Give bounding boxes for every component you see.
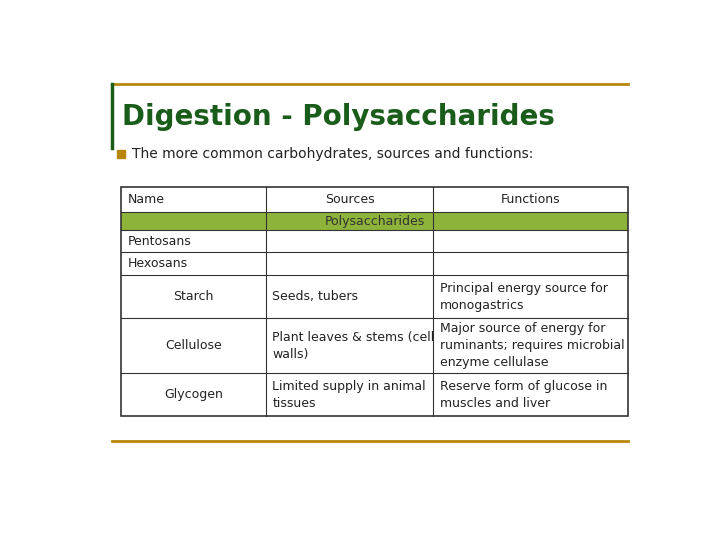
- Text: Major source of energy for
ruminants; requires microbial
enzyme cellulase: Major source of energy for ruminants; re…: [440, 322, 624, 369]
- Text: Name: Name: [127, 193, 164, 206]
- Bar: [121, 275, 629, 319]
- Text: Limited supply in animal
tissues: Limited supply in animal tissues: [272, 380, 426, 409]
- Bar: [121, 319, 629, 373]
- Bar: [121, 253, 629, 275]
- Text: Functions: Functions: [501, 193, 561, 206]
- Bar: [121, 187, 629, 212]
- Text: Seeds, tubers: Seeds, tubers: [272, 291, 359, 303]
- Text: Principal energy source for
monogastrics: Principal energy source for monogastrics: [440, 282, 608, 312]
- Text: Reserve form of glucose in
muscles and liver: Reserve form of glucose in muscles and l…: [440, 380, 607, 409]
- Text: Pentosans: Pentosans: [127, 234, 191, 248]
- Text: Sources: Sources: [325, 193, 374, 206]
- Text: Starch: Starch: [173, 291, 213, 303]
- Bar: [121, 373, 629, 416]
- Text: Digestion - Polysaccharides: Digestion - Polysaccharides: [122, 103, 555, 131]
- Text: Polysaccharides: Polysaccharides: [325, 214, 425, 227]
- Text: Cellulose: Cellulose: [165, 339, 222, 352]
- Text: The more common carbohydrates, sources and functions:: The more common carbohydrates, sources a…: [132, 147, 534, 161]
- Text: Glycogen: Glycogen: [163, 388, 222, 401]
- Text: Plant leaves & stems (cell
walls): Plant leaves & stems (cell walls): [272, 330, 435, 361]
- Bar: [121, 187, 629, 416]
- Bar: [121, 230, 629, 253]
- Bar: [121, 212, 629, 230]
- Text: Hexosans: Hexosans: [127, 258, 187, 271]
